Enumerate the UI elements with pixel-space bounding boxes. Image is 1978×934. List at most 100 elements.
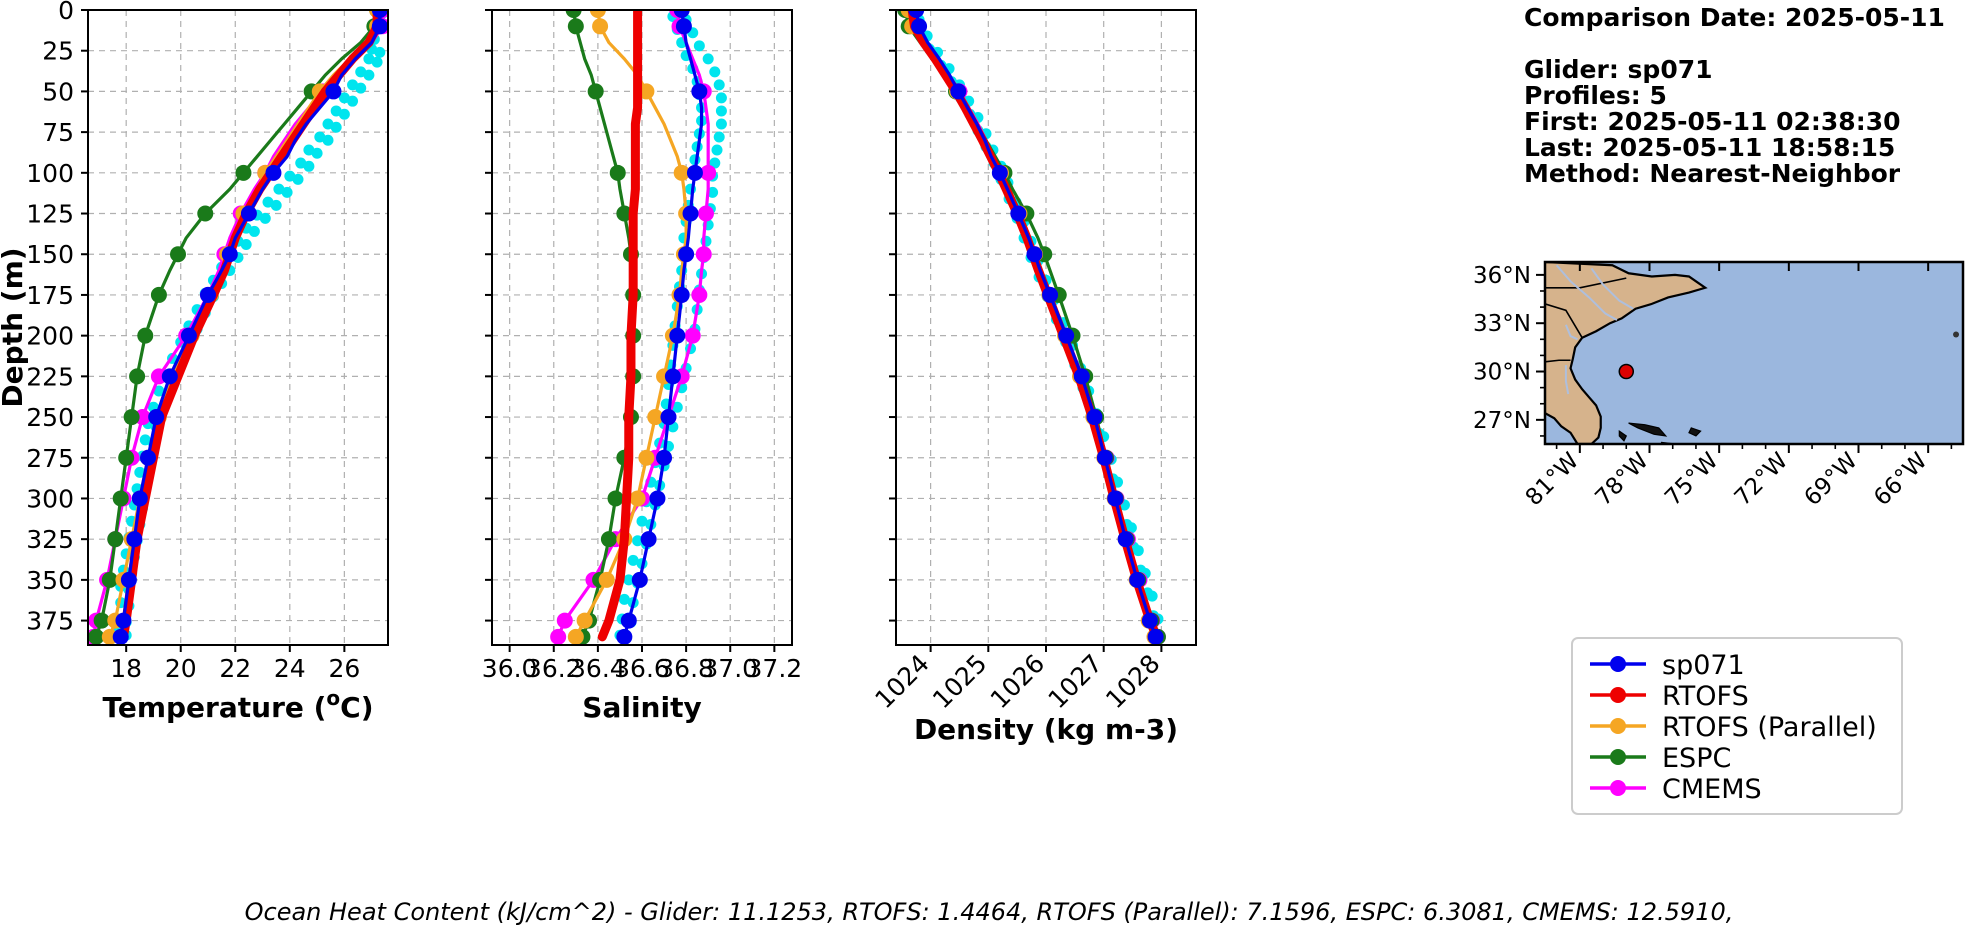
- series-marker: [1010, 205, 1027, 222]
- scatter-point: [709, 66, 721, 78]
- map-inset: 36°N 33°N 30°N 27°N 81°W 78°W 75°W 72°W 69°W 66°W: [1473, 260, 1965, 511]
- series-marker: [1073, 368, 1090, 385]
- legend-item-rtofs-parallel[interactable]: RTOFS (Parallel): [1590, 712, 1877, 743]
- info-last: Last: 2025-05-11 18:58:15: [1524, 133, 1895, 162]
- y-tick-label: 100: [26, 159, 74, 188]
- series-marker: [576, 612, 593, 629]
- map-island: [1953, 331, 1960, 338]
- ocean-heat-content-caption: Ocean Heat Content (kJ/cm^2) - Glider: 1…: [245, 898, 1734, 926]
- scatter-point: [322, 134, 334, 146]
- series-marker: [700, 164, 717, 181]
- x-tick-label: 1027: [1042, 649, 1107, 714]
- map-lon-label: 72°W: [1730, 448, 1793, 511]
- series-marker: [88, 628, 105, 645]
- y-tick-label: 75: [42, 118, 74, 147]
- series-marker: [647, 409, 664, 426]
- legend-marker: [1610, 656, 1626, 672]
- scatter-point: [1125, 522, 1137, 534]
- series-marker: [640, 531, 657, 548]
- series-marker: [565, 10, 582, 18]
- info-first: First: 2025-05-11 02:38:30: [1524, 107, 1901, 136]
- plot-panel-2: 36.036.236.436.636.837.037.2 Salinity: [482, 9, 803, 724]
- x-tick-label: 36.6: [614, 654, 670, 683]
- y-tick-label: 25: [42, 37, 74, 66]
- scatter-point: [711, 144, 723, 156]
- y-tick-label: 325: [26, 525, 74, 554]
- series-marker: [1141, 612, 1158, 629]
- x-tick-label: 22: [219, 654, 251, 683]
- glider-scatter: [112, 10, 388, 641]
- series-marker: [93, 612, 110, 629]
- scatter-point: [623, 574, 635, 586]
- series-marker: [616, 205, 633, 222]
- map-lon-label: 66°W: [1869, 448, 1932, 511]
- series-marker: [691, 83, 708, 100]
- series-marker: [592, 18, 609, 35]
- series-marker: [325, 83, 342, 100]
- series-marker: [1129, 571, 1146, 588]
- legend-label: ESPC: [1662, 743, 1731, 774]
- map-island: [1618, 429, 1628, 442]
- series-marker: [669, 327, 686, 344]
- x-axis-label: Temperature (oC): [102, 686, 373, 724]
- series-marker: [686, 164, 703, 181]
- legend-label: sp071: [1662, 650, 1745, 681]
- x-tick-label: 36.8: [658, 654, 714, 683]
- y-tick-label: 150: [26, 240, 74, 269]
- legend-item-sp071[interactable]: sp071: [1590, 650, 1745, 681]
- scatter-point: [347, 95, 359, 107]
- series-marker: [684, 327, 701, 344]
- y-tick-label: 175: [26, 281, 74, 310]
- series-area: [550, 10, 727, 645]
- series-marker: [600, 531, 617, 548]
- glider-location-marker: [1618, 363, 1635, 380]
- info-profiles: Profiles: 5: [1524, 81, 1667, 110]
- series-rtofs: [118, 10, 382, 642]
- series-marker: [691, 286, 708, 303]
- legend-marker: [1610, 749, 1626, 765]
- series-marker: [1147, 628, 1164, 645]
- series-marker: [1058, 327, 1075, 344]
- x-tick-label: 37.2: [747, 654, 803, 683]
- series-marker: [1096, 449, 1113, 466]
- series-marker: [620, 612, 637, 629]
- series-marker: [664, 368, 681, 385]
- map-state-border: [1545, 277, 1627, 289]
- map-river: [1564, 365, 1570, 395]
- legend-marker: [1610, 718, 1626, 734]
- legend-item-cmems[interactable]: CMEMS: [1590, 774, 1762, 805]
- series-marker: [629, 490, 646, 507]
- scatter-point: [248, 225, 260, 237]
- scatter-point: [240, 238, 252, 250]
- series-sp071: [616, 10, 708, 645]
- scatter-point: [311, 147, 323, 159]
- scatter-point: [618, 593, 630, 605]
- map-land: [1545, 262, 1708, 444]
- info-panel: Comparison Date: 2025-05-11 Glider: sp071…: [1524, 3, 1945, 188]
- series-marker: [675, 18, 692, 35]
- series-marker: [911, 18, 928, 35]
- y-tick-label: 350: [26, 566, 74, 595]
- y-tick-label: 225: [26, 362, 74, 391]
- series-marker: [673, 164, 690, 181]
- series-marker: [180, 327, 197, 344]
- series-marker: [126, 531, 143, 548]
- y-tick-label: 0: [58, 0, 74, 25]
- scatter-point: [702, 53, 714, 65]
- series-marker: [556, 612, 573, 629]
- series-marker: [673, 10, 690, 18]
- map-lat-label: 27°N: [1473, 408, 1531, 434]
- series-marker: [120, 571, 137, 588]
- legend-item-espc[interactable]: ESPC: [1590, 743, 1731, 774]
- series-marker: [609, 164, 626, 181]
- y-tick-label: 300: [26, 484, 74, 513]
- scatter-point: [632, 535, 644, 547]
- series-espc: [88, 10, 386, 645]
- legend-item-rtofs[interactable]: RTOFS: [1590, 681, 1749, 712]
- scatter-point: [713, 131, 725, 143]
- scatter-point: [715, 92, 727, 104]
- map-lat-label: 36°N: [1473, 263, 1531, 289]
- series-marker: [1117, 531, 1134, 548]
- series-marker: [598, 571, 615, 588]
